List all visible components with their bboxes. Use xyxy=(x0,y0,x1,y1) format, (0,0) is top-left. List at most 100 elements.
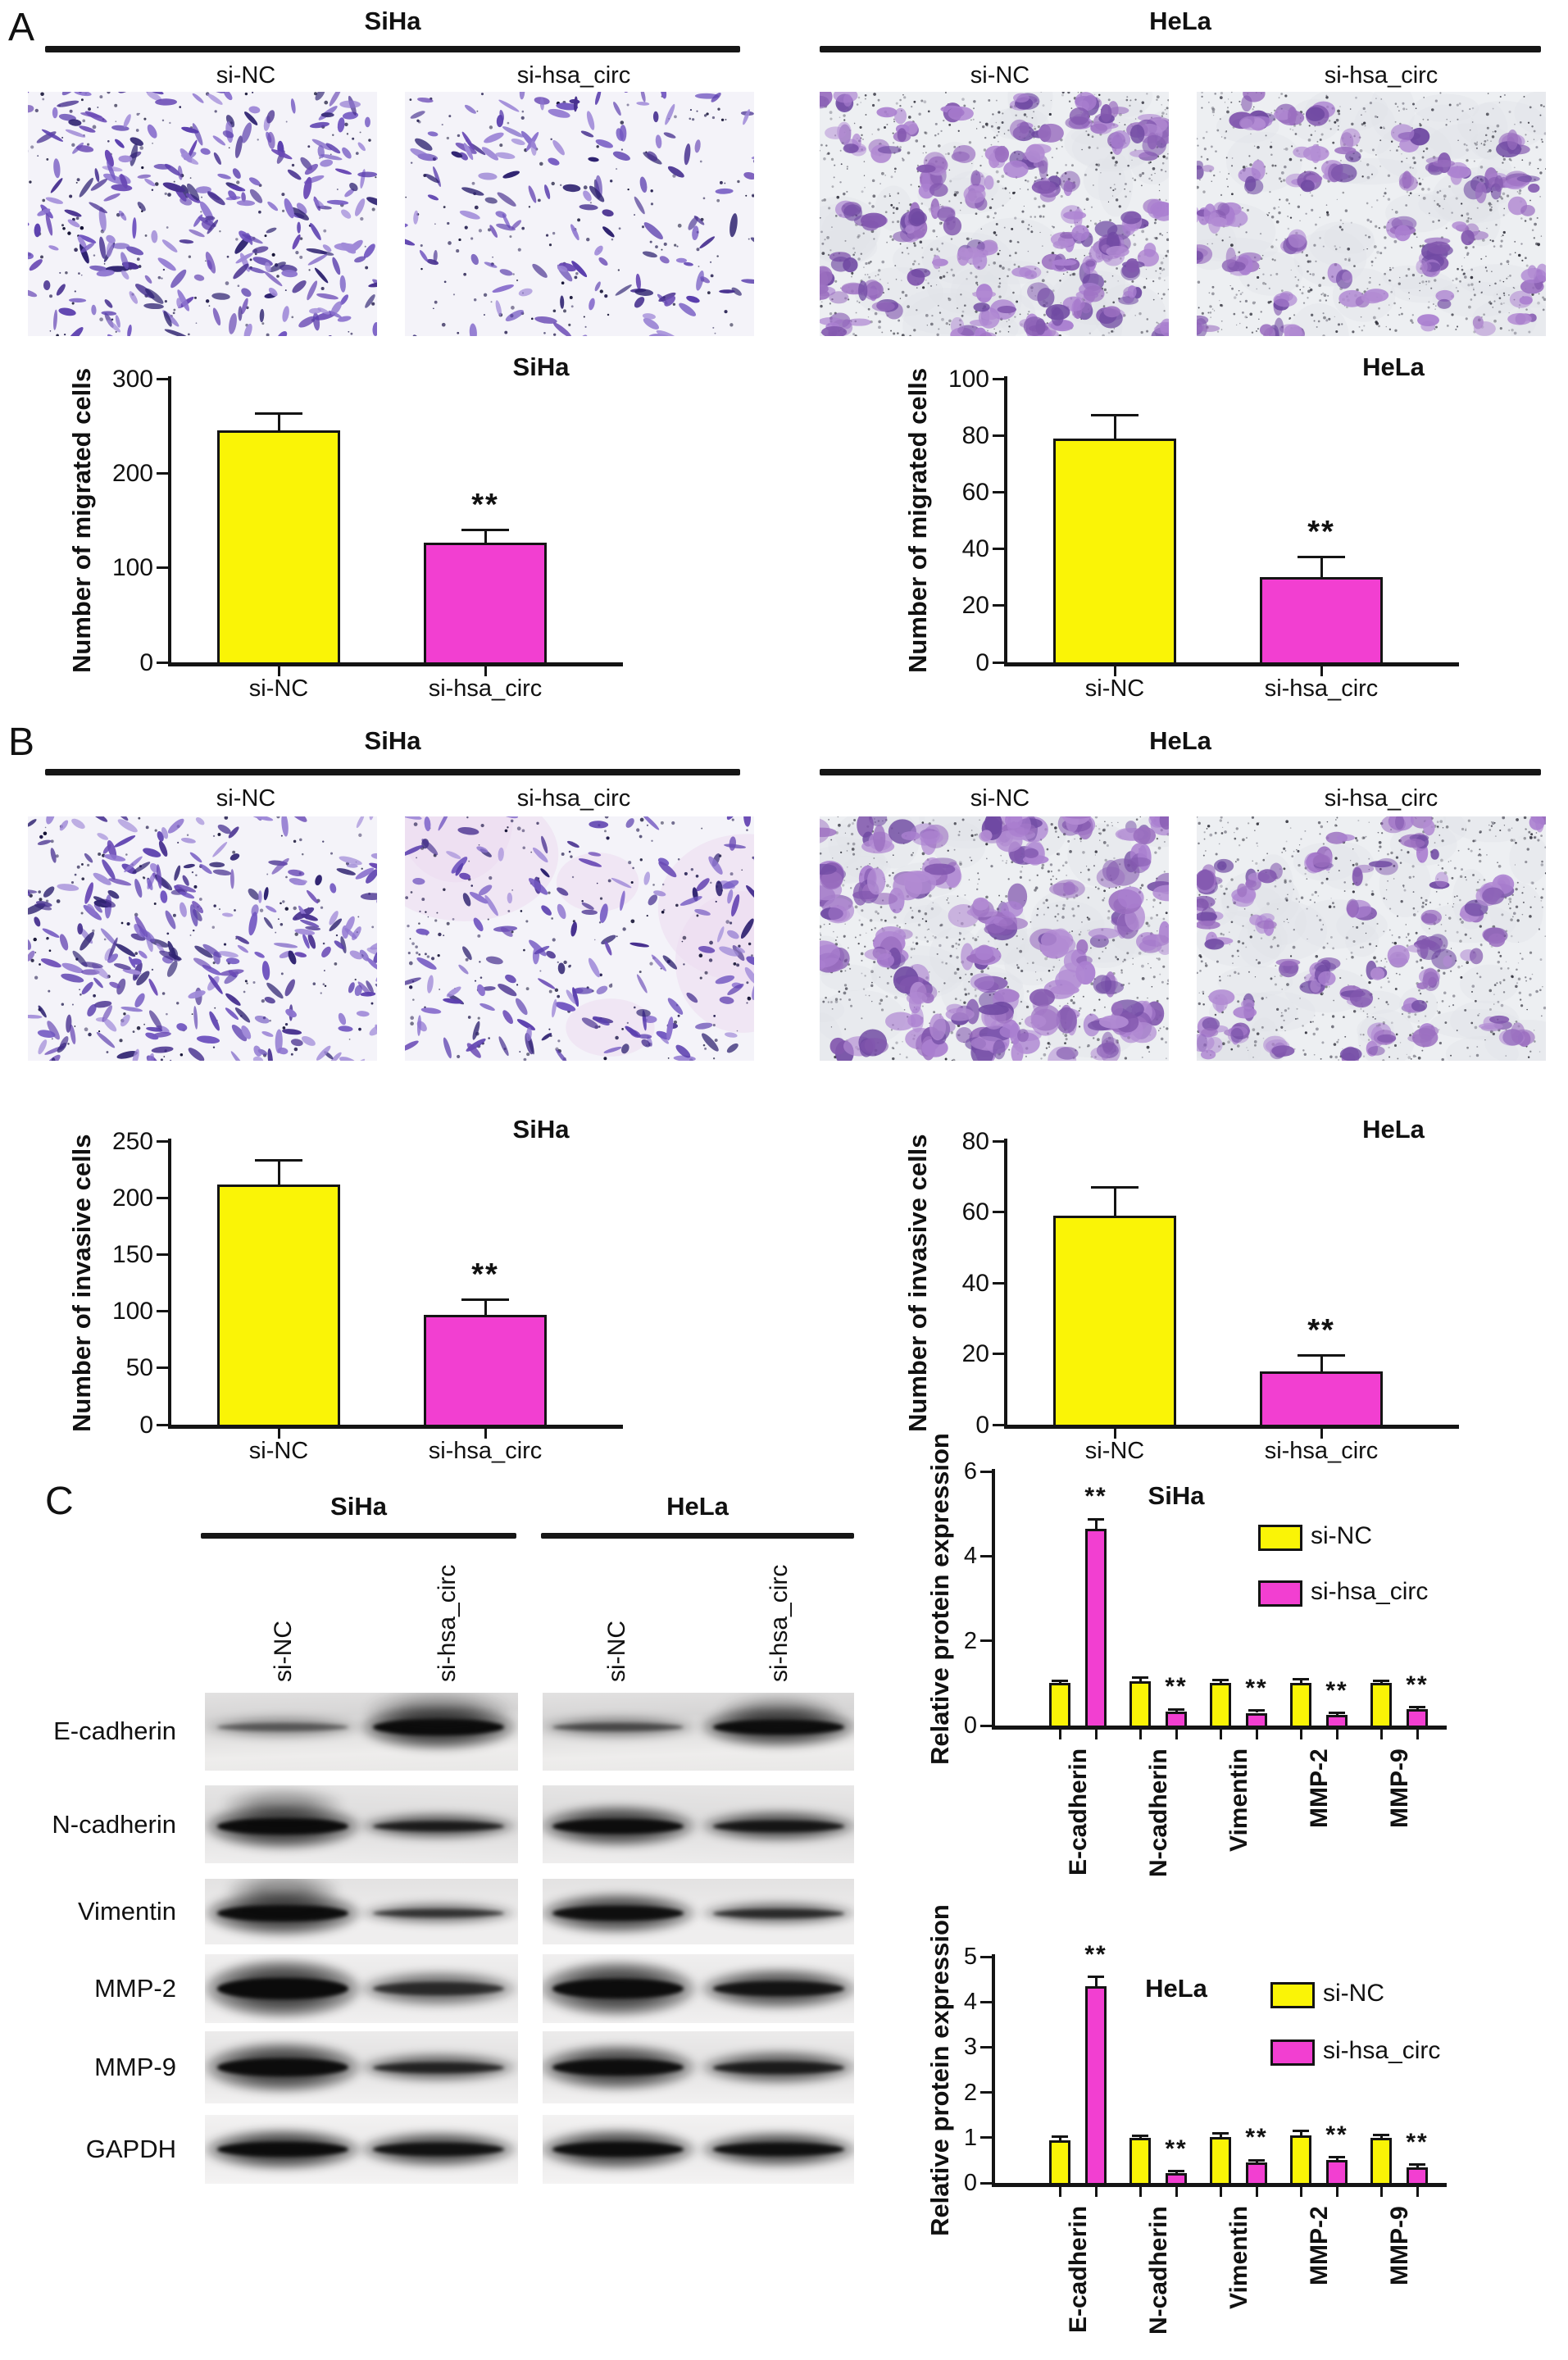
significance-marker: ** xyxy=(471,487,499,522)
error-bar-line xyxy=(1219,2133,1222,2137)
y-tick-label: 4 xyxy=(963,1989,977,2016)
y-axis-label: Number of invasive cells xyxy=(903,1134,932,1432)
legend-label: si-hsa_circ xyxy=(1311,1578,1429,1605)
micrograph-b-hela-si-nc xyxy=(820,816,1169,1061)
protein-band xyxy=(713,2143,844,2156)
bar xyxy=(1290,1683,1311,1728)
micrograph-b-siha-si-nc xyxy=(28,816,377,1061)
y-tick-label: 1 xyxy=(963,2124,977,2151)
y-tick-mark xyxy=(980,1554,992,1557)
error-bar-cap xyxy=(1212,2131,1229,2135)
protein-band xyxy=(552,1979,684,1998)
x-tick-mark xyxy=(1255,1730,1258,1739)
error-bar-line xyxy=(1058,2136,1061,2140)
panel-a-siha-si-hsa-circ-label: si-hsa_circ xyxy=(516,62,631,89)
protein-band xyxy=(713,1719,844,1735)
panel-a-hela-header-line xyxy=(820,46,1541,52)
protein-band xyxy=(552,2142,684,2157)
error-bar-line xyxy=(1379,2135,1383,2138)
protein-band xyxy=(713,1981,844,1996)
y-tick-mark xyxy=(980,1955,992,1958)
protein-band xyxy=(217,2142,348,2157)
x-tick-mark xyxy=(1416,2187,1419,2197)
protein-band xyxy=(552,1722,684,1731)
error-bar-cap xyxy=(1373,2133,1389,2136)
significance-marker: ** xyxy=(1245,1674,1268,1702)
y-tick-mark xyxy=(993,434,1004,437)
bar xyxy=(1326,1715,1348,1728)
panel-c-letter: C xyxy=(45,1480,74,1523)
chart-title: HeLa xyxy=(1362,1115,1425,1144)
error-bar-cap xyxy=(1052,2135,1068,2139)
x-tick-mark xyxy=(1219,2187,1222,2197)
y-axis-line xyxy=(168,376,171,665)
x-category-label: si-NC xyxy=(248,1438,309,1464)
error-bar-cap xyxy=(1088,1517,1104,1521)
error-bar-line xyxy=(1058,1680,1061,1684)
y-axis-line xyxy=(168,1139,171,1427)
panel-b-siha-header: SiHa xyxy=(364,726,421,755)
x-tick-mark xyxy=(1335,1730,1338,1739)
error-bar-cap xyxy=(1298,1354,1345,1357)
x-category-label: si-hsa_circ xyxy=(428,675,543,702)
x-category-label: E-cadherin xyxy=(1064,1748,1092,1876)
bar xyxy=(1053,438,1176,665)
protein-band-halo xyxy=(205,1715,361,1739)
y-tick-mark xyxy=(980,2091,992,2094)
y-tick-mark xyxy=(980,1639,992,1643)
panel-a-hela-header: HeLa xyxy=(1149,7,1211,35)
y-tick-label: 0 xyxy=(963,2170,977,2197)
bar xyxy=(1290,2135,1311,2185)
x-tick-mark xyxy=(1094,1730,1098,1739)
significance-marker: ** xyxy=(1325,1676,1348,1704)
y-tick-label: 2 xyxy=(963,2079,977,2106)
panel-b-siha-header-line xyxy=(45,769,740,775)
error-bar-line xyxy=(1320,557,1323,578)
x-category-label: si-hsa_circ xyxy=(428,1438,543,1464)
x-tick-mark xyxy=(277,666,280,676)
x-tick-mark xyxy=(1299,2187,1302,2197)
x-category-label: N-cadherin xyxy=(1144,2206,1172,2335)
y-axis-label: Number of migrated cells xyxy=(903,367,932,673)
y-tick-label: 60 xyxy=(961,478,989,506)
bar xyxy=(1326,2160,1348,2185)
y-axis-line xyxy=(992,1954,995,2185)
protein-band xyxy=(373,1909,504,1917)
protein-band xyxy=(373,1718,504,1735)
y-tick-mark xyxy=(980,1470,992,1473)
panel-b-siha-si-nc-label: si-NC xyxy=(216,785,276,812)
x-category-label: si-hsa_circ xyxy=(1264,675,1379,702)
x-tick-mark xyxy=(1113,1429,1116,1439)
error-bar-line xyxy=(484,1299,487,1315)
y-tick-label: 60 xyxy=(961,1198,989,1225)
x-axis-line xyxy=(168,662,623,666)
panel-b-hela-si-nc-label: si-NC xyxy=(970,785,1030,812)
y-axis-label: Relative protein expression xyxy=(925,1432,954,1765)
error-bar-cap xyxy=(461,529,509,532)
chart-hela-migration: 0 20 40 60 80 100 HeLa Number of migrated cells… xyxy=(885,348,1508,717)
error-bar-cap xyxy=(1052,1679,1068,1682)
error-bar-cap xyxy=(1248,2158,1265,2162)
x-category-label: si-NC xyxy=(248,675,309,702)
chart-hela-invasion: 0 20 40 60 80 HeLa Number of invasive cells si-… xyxy=(885,1111,1508,1480)
lane-label-hela-si-NC: si-NC xyxy=(602,1621,630,1682)
significance-marker: ** xyxy=(1084,1483,1107,1511)
protein-band xyxy=(217,1978,348,1999)
x-tick-mark xyxy=(1416,1730,1419,1739)
x-tick-mark xyxy=(1139,2187,1142,2197)
blot-smudge xyxy=(365,1693,512,1730)
y-tick-mark xyxy=(157,1139,168,1143)
blot-strip-mmp-9-hela xyxy=(543,2031,854,2103)
bar xyxy=(1049,1683,1070,1728)
y-tick-mark xyxy=(993,1139,1004,1143)
y-tick-mark xyxy=(993,377,1004,380)
y-tick-mark xyxy=(993,490,1004,493)
legend-swatch xyxy=(1270,1982,1315,2008)
y-tick-label: 0 xyxy=(139,1411,153,1439)
lane-label-siha-si-NC: si-NC xyxy=(269,1621,297,1682)
blot-smudge xyxy=(225,1879,340,1909)
bar xyxy=(1049,2139,1070,2185)
protein-band xyxy=(552,1906,684,1921)
x-tick-mark xyxy=(484,666,487,676)
y-tick-mark xyxy=(157,661,168,664)
